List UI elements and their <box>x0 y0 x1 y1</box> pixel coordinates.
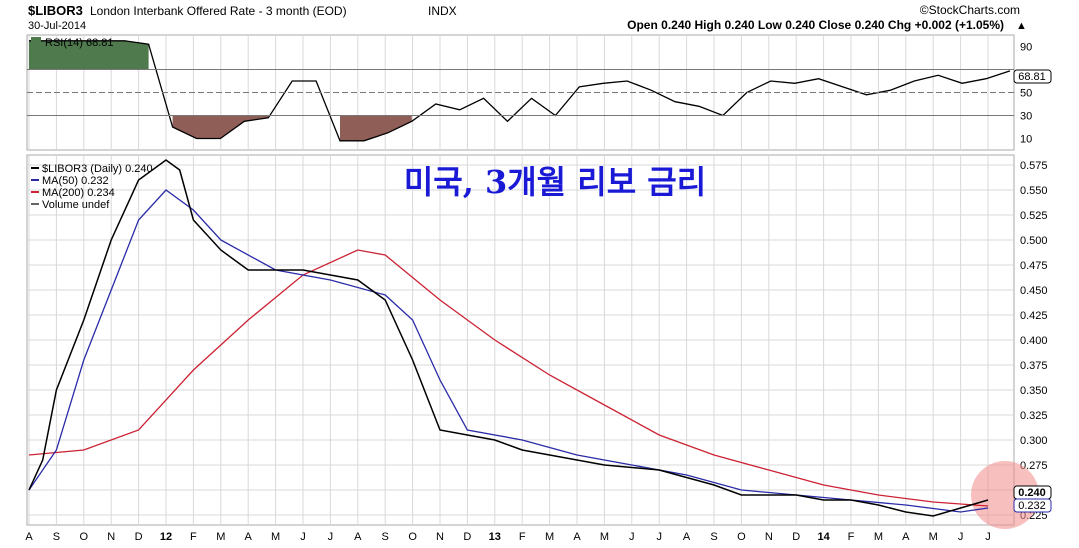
svg-text:68.81: 68.81 <box>1018 71 1046 83</box>
price-line <box>28 159 989 517</box>
x-tick-label: A <box>245 531 253 543</box>
y-tick-label: 0.575 <box>1020 160 1048 172</box>
rsi-overbought-fill <box>29 40 149 70</box>
rsi-value-tag: 68.81 <box>1013 69 1052 84</box>
x-tick-label: O <box>80 531 89 543</box>
x-tick-label: O <box>737 531 746 543</box>
x-tick-label: F <box>190 531 197 543</box>
x-tick-label: A <box>354 531 362 543</box>
legend-entry: MA(200) 0.234 <box>42 187 115 199</box>
ma50-line <box>28 189 989 513</box>
chg-up-icon: ▲ <box>1016 20 1027 32</box>
x-tick-label: F <box>519 531 526 543</box>
y-tick-label: 0.550 <box>1020 185 1048 197</box>
x-tick-label: D <box>792 531 800 543</box>
y-tick-label: 0.425 <box>1020 310 1048 322</box>
price-tag-close: 0.240 <box>1013 485 1052 500</box>
chart-exchange: INDX <box>428 4 457 18</box>
y-tick-label: 0.450 <box>1020 285 1048 297</box>
rsi-level-label: 90 <box>1020 42 1032 54</box>
chart-instrument-name: London Interbank Offered Rate - 3 month … <box>90 4 347 18</box>
legend-entry: $LIBOR3 (Daily) 0.240 <box>42 163 153 175</box>
x-tick-label: M <box>600 531 609 543</box>
y-tick-label: 0.400 <box>1020 335 1048 347</box>
x-tick-label: N <box>765 531 773 543</box>
svg-text:0.240: 0.240 <box>1018 487 1046 499</box>
x-tick-label: A <box>683 531 691 543</box>
ohlc-readout: Open 0.240 High 0.240 Low 0.240 Close 0.… <box>627 18 1004 32</box>
x-tick-label: 14 <box>817 531 830 543</box>
y-tick-label: 0.325 <box>1020 410 1048 422</box>
x-tick-label: D <box>135 531 143 543</box>
x-tick-label: J <box>656 531 662 543</box>
y-tick-label: 0.300 <box>1020 435 1048 447</box>
x-tick-label: M <box>271 531 280 543</box>
y-tick-label: 0.525 <box>1020 210 1048 222</box>
x-tick-label: A <box>902 531 910 543</box>
x-tick-label: M <box>216 531 225 543</box>
y-tick-label: 0.500 <box>1020 235 1048 247</box>
x-tick-label: N <box>107 531 115 543</box>
rsi-level-label: 50 <box>1020 88 1032 100</box>
rsi-legend-swatch <box>31 37 41 47</box>
legend-entry: MA(50) 0.232 <box>42 175 109 187</box>
rsi-label: RSI(14) 68.81 <box>45 37 113 49</box>
x-tick-label: J <box>328 531 334 543</box>
y-tick-label: 0.475 <box>1020 260 1048 272</box>
y-tick-label: 0.375 <box>1020 360 1048 372</box>
overlay-title: 미국, 3개월 리보 금리 <box>404 163 706 201</box>
chart-date: 30-Jul-2014 <box>28 20 86 32</box>
x-tick-label: A <box>573 531 581 543</box>
x-tick-label: M <box>929 531 938 543</box>
x-tick-label: M <box>545 531 554 543</box>
chart-symbol: $LIBOR3 <box>28 3 83 18</box>
rsi-oversold-fill <box>340 115 412 141</box>
svg-text:0.232: 0.232 <box>1018 500 1046 512</box>
price-tag-ma50: 0.232 <box>1013 498 1052 513</box>
x-tick-label: A <box>25 531 33 543</box>
brand-logo: ©StockCharts.com <box>920 3 1020 17</box>
x-tick-label: S <box>710 531 717 543</box>
y-tick-label: 0.350 <box>1020 385 1048 397</box>
x-tick-label: 12 <box>160 531 172 543</box>
x-tick-label: J <box>958 531 964 543</box>
rsi-level-label: 10 <box>1020 134 1032 146</box>
x-tick-label: J <box>629 531 635 543</box>
x-tick-label: J <box>300 531 306 543</box>
rsi-level-label: 30 <box>1020 111 1032 123</box>
x-tick-label: F <box>848 531 855 543</box>
x-tick-label: S <box>382 531 389 543</box>
x-tick-label: S <box>53 531 60 543</box>
legend-entry: Volume undef <box>42 199 110 211</box>
x-tick-label: D <box>463 531 471 543</box>
x-tick-label: O <box>408 531 417 543</box>
ma200-line <box>28 249 989 507</box>
x-tick-label: M <box>874 531 883 543</box>
x-tick-label: N <box>436 531 444 543</box>
x-tick-label: 13 <box>489 531 501 543</box>
x-tick-label: J <box>985 531 991 543</box>
rsi-line <box>29 40 1011 142</box>
